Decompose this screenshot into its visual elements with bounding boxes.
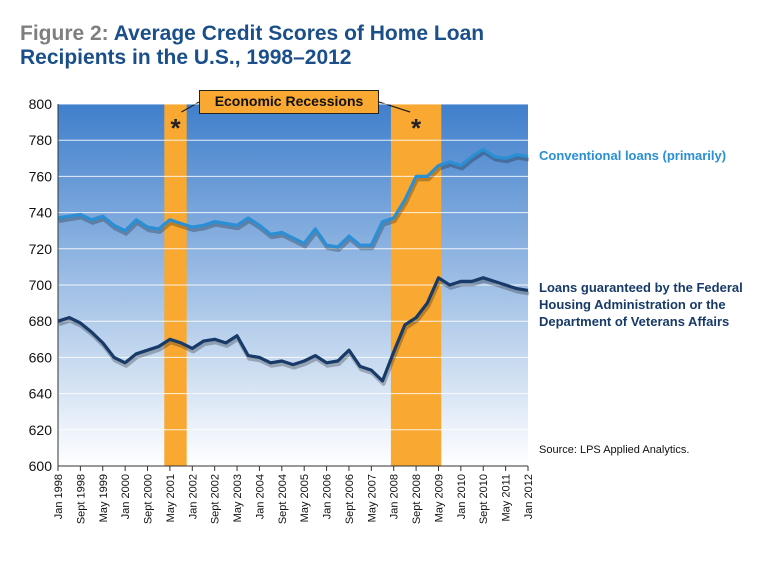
x-tick-label: Sept 2000 bbox=[143, 474, 155, 524]
x-tick-label: Jan 2010 bbox=[456, 474, 468, 519]
series-label-fha-va: Loans guaranteed by the Federal Housing … bbox=[539, 280, 743, 329]
y-tick-label: 760 bbox=[29, 168, 53, 184]
y-tick-label: 800 bbox=[29, 96, 53, 112]
recession-asterisk: * bbox=[170, 113, 181, 143]
y-tick-label: 640 bbox=[29, 386, 53, 402]
series-line bbox=[57, 276, 529, 383]
y-tick-label: 720 bbox=[29, 241, 53, 257]
x-tick-label: Sept 2004 bbox=[277, 474, 289, 524]
y-tick-label: 680 bbox=[29, 313, 53, 329]
y-tick-label: 600 bbox=[29, 458, 53, 474]
source-note: Source: LPS Applied Analytics. bbox=[539, 444, 690, 456]
x-tick-label: Jan 2002 bbox=[187, 474, 199, 519]
x-tick-label: Jan 2004 bbox=[254, 474, 266, 519]
x-tick-label: May 2007 bbox=[366, 474, 378, 522]
y-tick-label: 700 bbox=[29, 277, 53, 293]
x-tick-label: Jan 2008 bbox=[389, 474, 401, 519]
x-tick-label: Jan 2006 bbox=[322, 474, 334, 519]
x-tick-label: Sept 2006 bbox=[344, 474, 356, 524]
x-tick-label: Sept 2008 bbox=[411, 474, 423, 524]
x-tick-label: Sept 1998 bbox=[75, 474, 87, 524]
y-tick-label: 620 bbox=[29, 422, 53, 438]
x-tick-label: Sept 2002 bbox=[210, 474, 222, 524]
figure-number: Figure 2: bbox=[20, 22, 109, 45]
x-tick-label: Jan 1998 bbox=[53, 474, 65, 519]
y-tick-label: 740 bbox=[29, 205, 53, 221]
recession-asterisk: * bbox=[411, 113, 422, 143]
x-tick-label: May 1999 bbox=[98, 474, 110, 522]
series-line bbox=[57, 147, 529, 249]
y-tick-label: 660 bbox=[29, 349, 53, 365]
x-tick-label: May 2009 bbox=[433, 474, 445, 522]
figure-title: Average Credit Scores of Home Loan Recip… bbox=[20, 22, 485, 69]
x-tick-label: May 2001 bbox=[165, 474, 177, 522]
series-line-shadow bbox=[58, 150, 530, 252]
chart-title: Figure 2: Average Credit Scores of Home … bbox=[20, 22, 540, 70]
x-tick-label: May 2003 bbox=[232, 474, 244, 522]
x-tick-label: May 2005 bbox=[299, 474, 311, 522]
x-tick-label: Sept 2010 bbox=[478, 474, 490, 524]
series-label-conventional: Conventional loans (primarily) bbox=[539, 148, 727, 163]
x-tick-label: Jan 2000 bbox=[120, 474, 132, 519]
series-line-shadow bbox=[58, 278, 530, 386]
x-tick-label: Jan 2012 bbox=[523, 474, 535, 519]
x-tick-label: May 2011 bbox=[501, 474, 513, 522]
y-tick-label: 780 bbox=[29, 132, 53, 148]
recession-label: Economic Recessions bbox=[199, 90, 379, 114]
